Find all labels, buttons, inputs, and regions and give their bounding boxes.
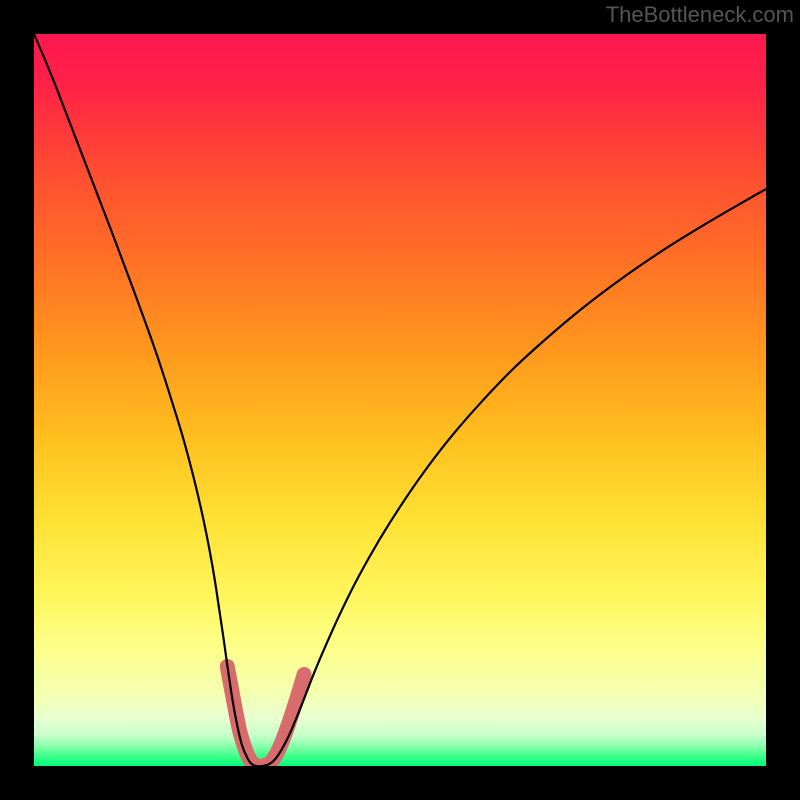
curve-highlight xyxy=(227,666,304,766)
curve-main xyxy=(34,34,766,766)
watermark-label: TheBottleneck.com xyxy=(606,2,794,28)
bottleneck-curve xyxy=(34,34,766,766)
chart-frame xyxy=(34,34,766,766)
